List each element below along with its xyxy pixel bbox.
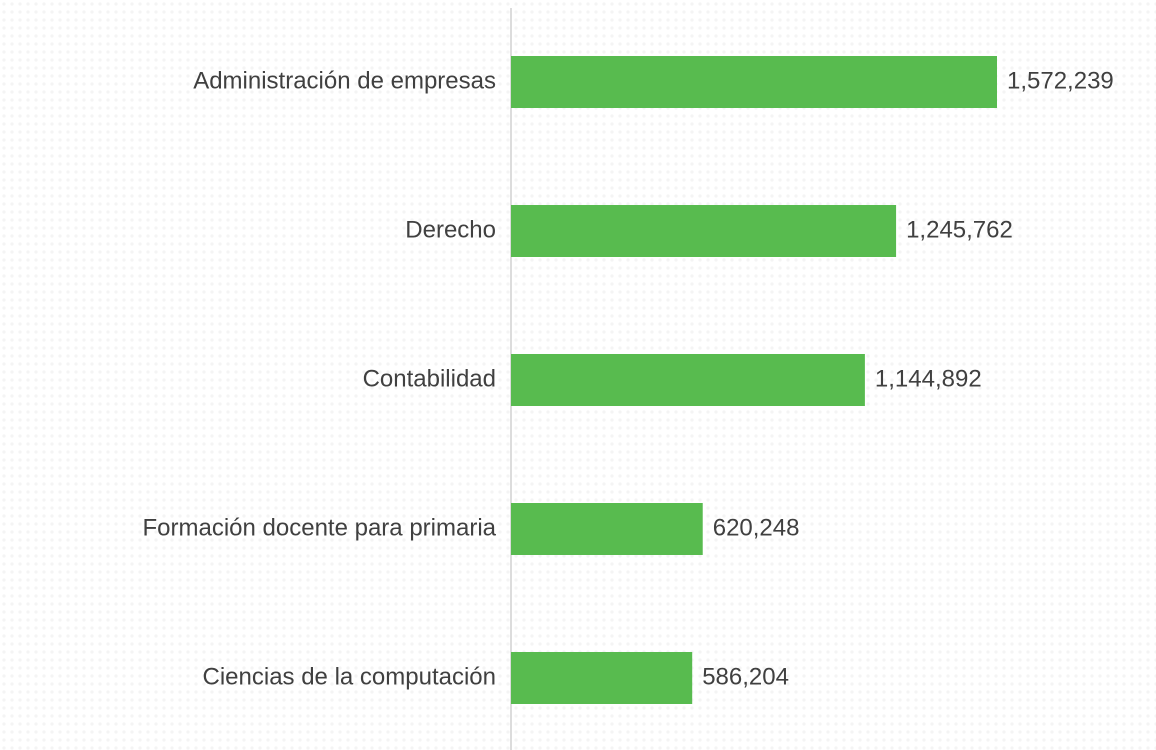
- value-label: 1,572,239: [1007, 67, 1114, 94]
- category-label: Ciencias de la computación: [203, 663, 497, 690]
- value-label: 1,245,762: [906, 216, 1013, 243]
- category-label: Derecho: [405, 216, 496, 243]
- value-label: 1,144,892: [875, 365, 982, 392]
- category-label: Contabilidad: [363, 365, 496, 392]
- bar: [511, 652, 693, 704]
- bar: [511, 56, 997, 108]
- bar: [511, 503, 703, 555]
- value-label: 586,204: [702, 663, 789, 690]
- bar: [511, 354, 865, 406]
- category-label: Formación docente para primaria: [143, 514, 497, 541]
- category-label: Administración de empresas: [193, 67, 496, 94]
- bar: [511, 205, 897, 257]
- value-label: 620,248: [713, 514, 800, 541]
